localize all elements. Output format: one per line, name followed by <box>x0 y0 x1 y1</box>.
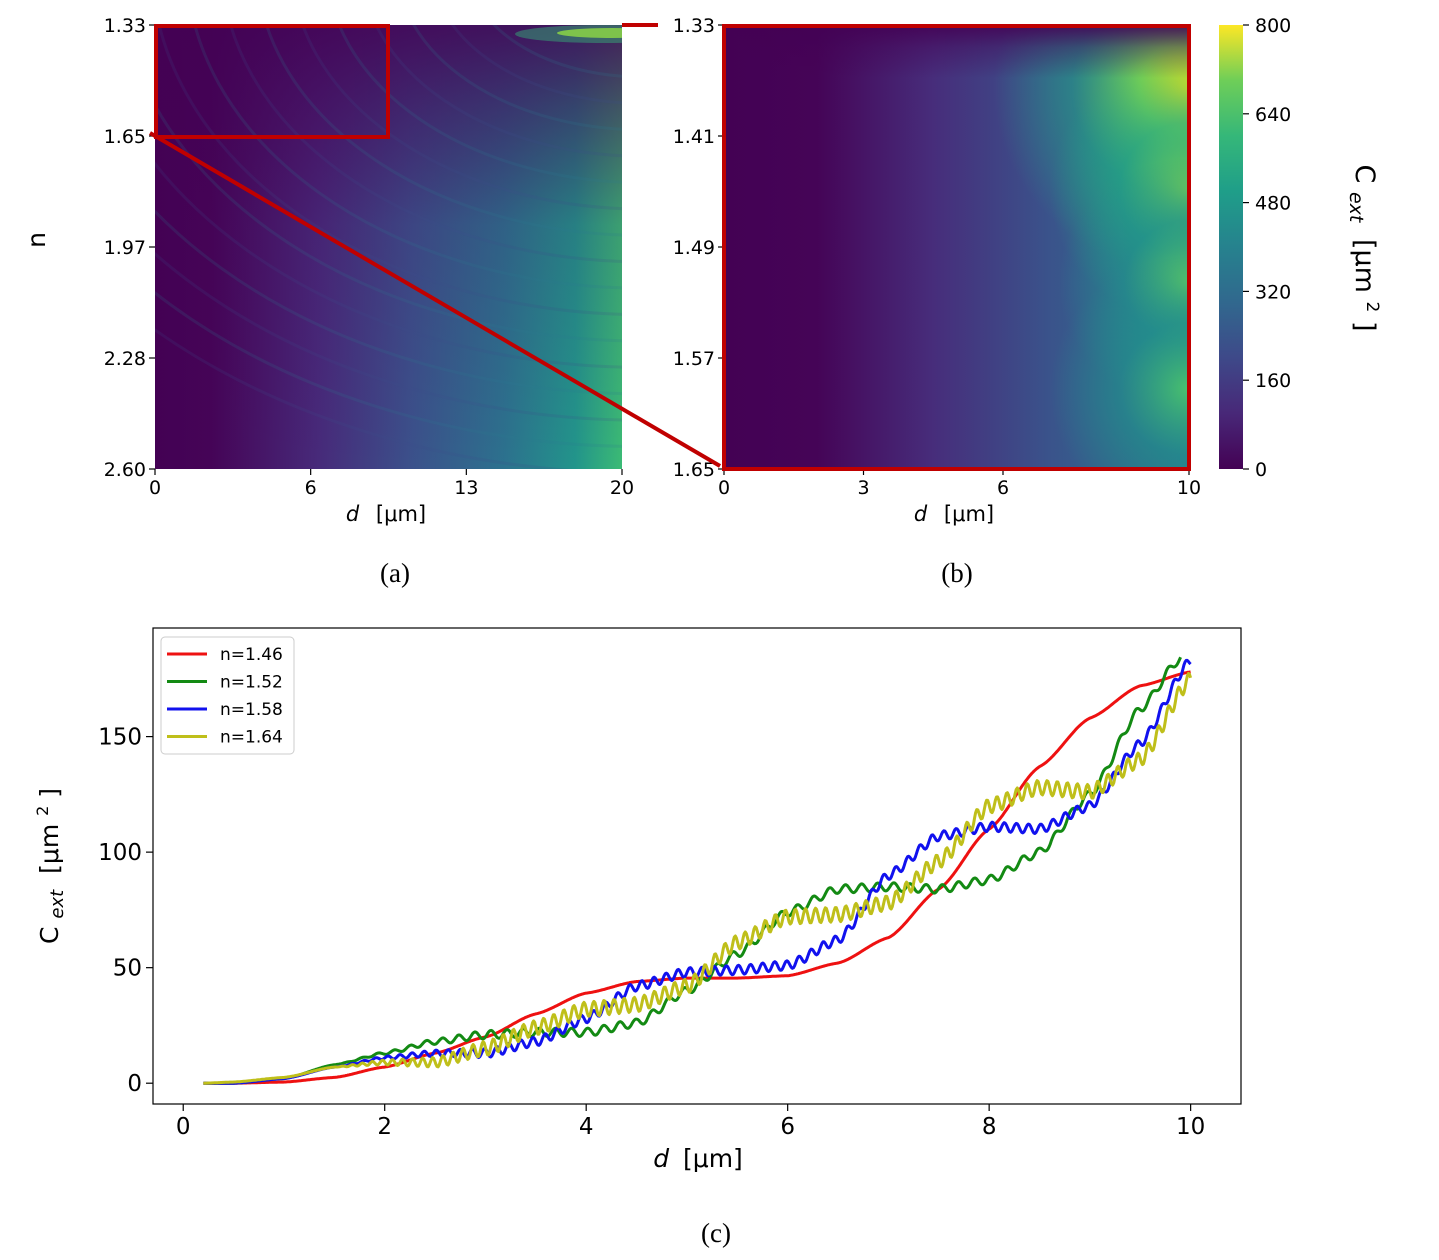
axis-c-xtick-label: 0 <box>176 1114 191 1140</box>
zoom-frame-b <box>722 24 1191 471</box>
colorbar-title-sub: ext <box>1345 192 1367 224</box>
axis-c-xtick-label: 4 <box>579 1114 594 1140</box>
colorbar-title-close: ] <box>1349 321 1380 332</box>
axis-c-ytick-label: 150 <box>98 725 142 751</box>
colorbar-tick-label: 160 <box>1255 370 1291 392</box>
panel-b: 0 3 6 10 1.33 1.41 1.49 1.57 1.65 d [μm] (b) <box>673 15 1201 588</box>
panel-b-label: (b) <box>941 558 972 588</box>
legend-label: n=1.64 <box>220 728 283 748</box>
axis-b-ytick-label: 1.33 <box>673 15 715 37</box>
series-line-n-1-64 <box>203 671 1193 1085</box>
colorbar-tick-label: 640 <box>1255 104 1291 126</box>
plot-c-frame <box>152 627 1242 1105</box>
axis-b-xlabel-unit: [μm] <box>944 502 994 526</box>
axis-a-ytick-label: 2.28 <box>104 348 146 370</box>
axis-c-ylabel-sup: 2 <box>33 806 52 816</box>
panel-a-label: (a) <box>380 558 410 588</box>
legend-entries: n=1.46 n=1.52 n=1.58 n=1.64 <box>167 645 283 748</box>
axis-c-xtick-label: 2 <box>377 1114 392 1140</box>
heatmap-b <box>724 25 1189 469</box>
colorbar-tick-label: 800 <box>1255 15 1291 37</box>
axis-c-ylabel: C ext [μm 2 ] <box>25 788 69 944</box>
heatmap-a-hot-glow <box>515 25 622 43</box>
axis-c-xlabel-unit: [μm] <box>683 1144 743 1173</box>
axis-c-xtick-label: 8 <box>982 1114 997 1140</box>
series-line-n-1-52 <box>203 656 1182 1085</box>
axis-b-xtick-label: 6 <box>997 477 1009 499</box>
axis-c-xtick-label: 10 <box>1176 1114 1205 1140</box>
axis-b-ytick-label: 1.57 <box>673 348 715 370</box>
colorbar-strip <box>1219 25 1243 469</box>
axis-a-ylabel: n <box>22 232 51 248</box>
axis-a-ytick-label: 1.65 <box>104 126 146 148</box>
axis-a-xtick-label: 6 <box>305 477 317 499</box>
zoom-connector-diagonal <box>148 131 722 468</box>
colorbar-tick-label: 0 <box>1255 459 1267 481</box>
legend-label: n=1.58 <box>220 700 283 720</box>
axis-c-ytick-label: 50 <box>113 956 142 982</box>
axis-b-xtick-label: 10 <box>1177 477 1201 499</box>
axis-c-xlabel-var: d <box>653 1144 669 1173</box>
axis-a-ytick-label: 1.33 <box>104 15 146 37</box>
legend-box <box>160 636 295 755</box>
axis-b-xtick-label: 0 <box>718 477 730 499</box>
colorbar-title: C ext [μm 2 ] <box>1343 164 1391 331</box>
colorbar-tick-label: 480 <box>1255 193 1291 215</box>
axis-c-ylabel-close: ] <box>35 788 64 798</box>
axis-c-ylabel-sub: ext <box>47 889 68 919</box>
zoom-box-a <box>154 24 390 139</box>
axis-a-ticks: 0 6 13 20 1.33 1.65 1.97 2.28 2.60 <box>104 15 634 499</box>
axis-a-xlabel-unit: [μm] <box>376 502 426 526</box>
axis-c-ylabel-main: C <box>35 927 64 944</box>
legend: n=1.46 n=1.52 n=1.58 n=1.64 <box>160 636 295 755</box>
axis-a-ytick-label: 1.97 <box>104 237 146 259</box>
legend-label: n=1.52 <box>220 673 283 693</box>
panel-c-label: (c) <box>701 1218 731 1248</box>
axis-b-ytick-label: 1.41 <box>673 126 715 148</box>
axis-c-ytick-label: 100 <box>98 840 142 866</box>
axis-b-ticks: 0 3 6 10 1.33 1.41 1.49 1.57 1.65 <box>673 15 1201 499</box>
axis-b-ytick-label: 1.65 <box>673 459 715 481</box>
axis-c-ylabel-unit: [μm <box>35 824 64 874</box>
heatmap-b-top-shade <box>724 25 1189 469</box>
axis-b-xtick-label: 3 <box>857 477 869 499</box>
heatmap-a-hot-streak <box>557 28 622 38</box>
axis-a-xlabel-var: d <box>346 502 360 526</box>
axis-c-xlabel: d [μm] <box>653 1144 743 1173</box>
axis-c-ytick-label: 0 <box>127 1071 142 1097</box>
axis-b-ytick-label: 1.49 <box>673 237 715 259</box>
axis-a-xtick-label: 20 <box>610 477 634 499</box>
axis-a-xlabel: d [μm] <box>346 502 426 526</box>
axis-a-xtick-label: 0 <box>149 477 161 499</box>
axis-a-ytick-label: 2.60 <box>104 459 146 481</box>
colorbar-title-unit: [μm <box>1349 239 1380 293</box>
plot-c-series <box>203 656 1193 1085</box>
axis-a-xtick-label: 13 <box>454 477 478 499</box>
colorbar-ticks: 800 640 480 320 160 0 <box>1243 15 1291 481</box>
colorbar-title-sup: 2 <box>1362 302 1382 313</box>
colorbar-title-main: C <box>1349 164 1380 183</box>
colorbar-tick-label: 320 <box>1255 281 1291 303</box>
axis-b-xlabel: d [μm] <box>914 502 994 526</box>
colorbar: 800 640 480 320 160 0 C ext [μm 2 ] <box>1219 15 1391 481</box>
zoom-indicator <box>148 23 1191 471</box>
axis-c-xtick-label: 6 <box>780 1114 795 1140</box>
axis-b-xlabel-var: d <box>914 502 928 526</box>
legend-label: n=1.46 <box>220 645 283 665</box>
